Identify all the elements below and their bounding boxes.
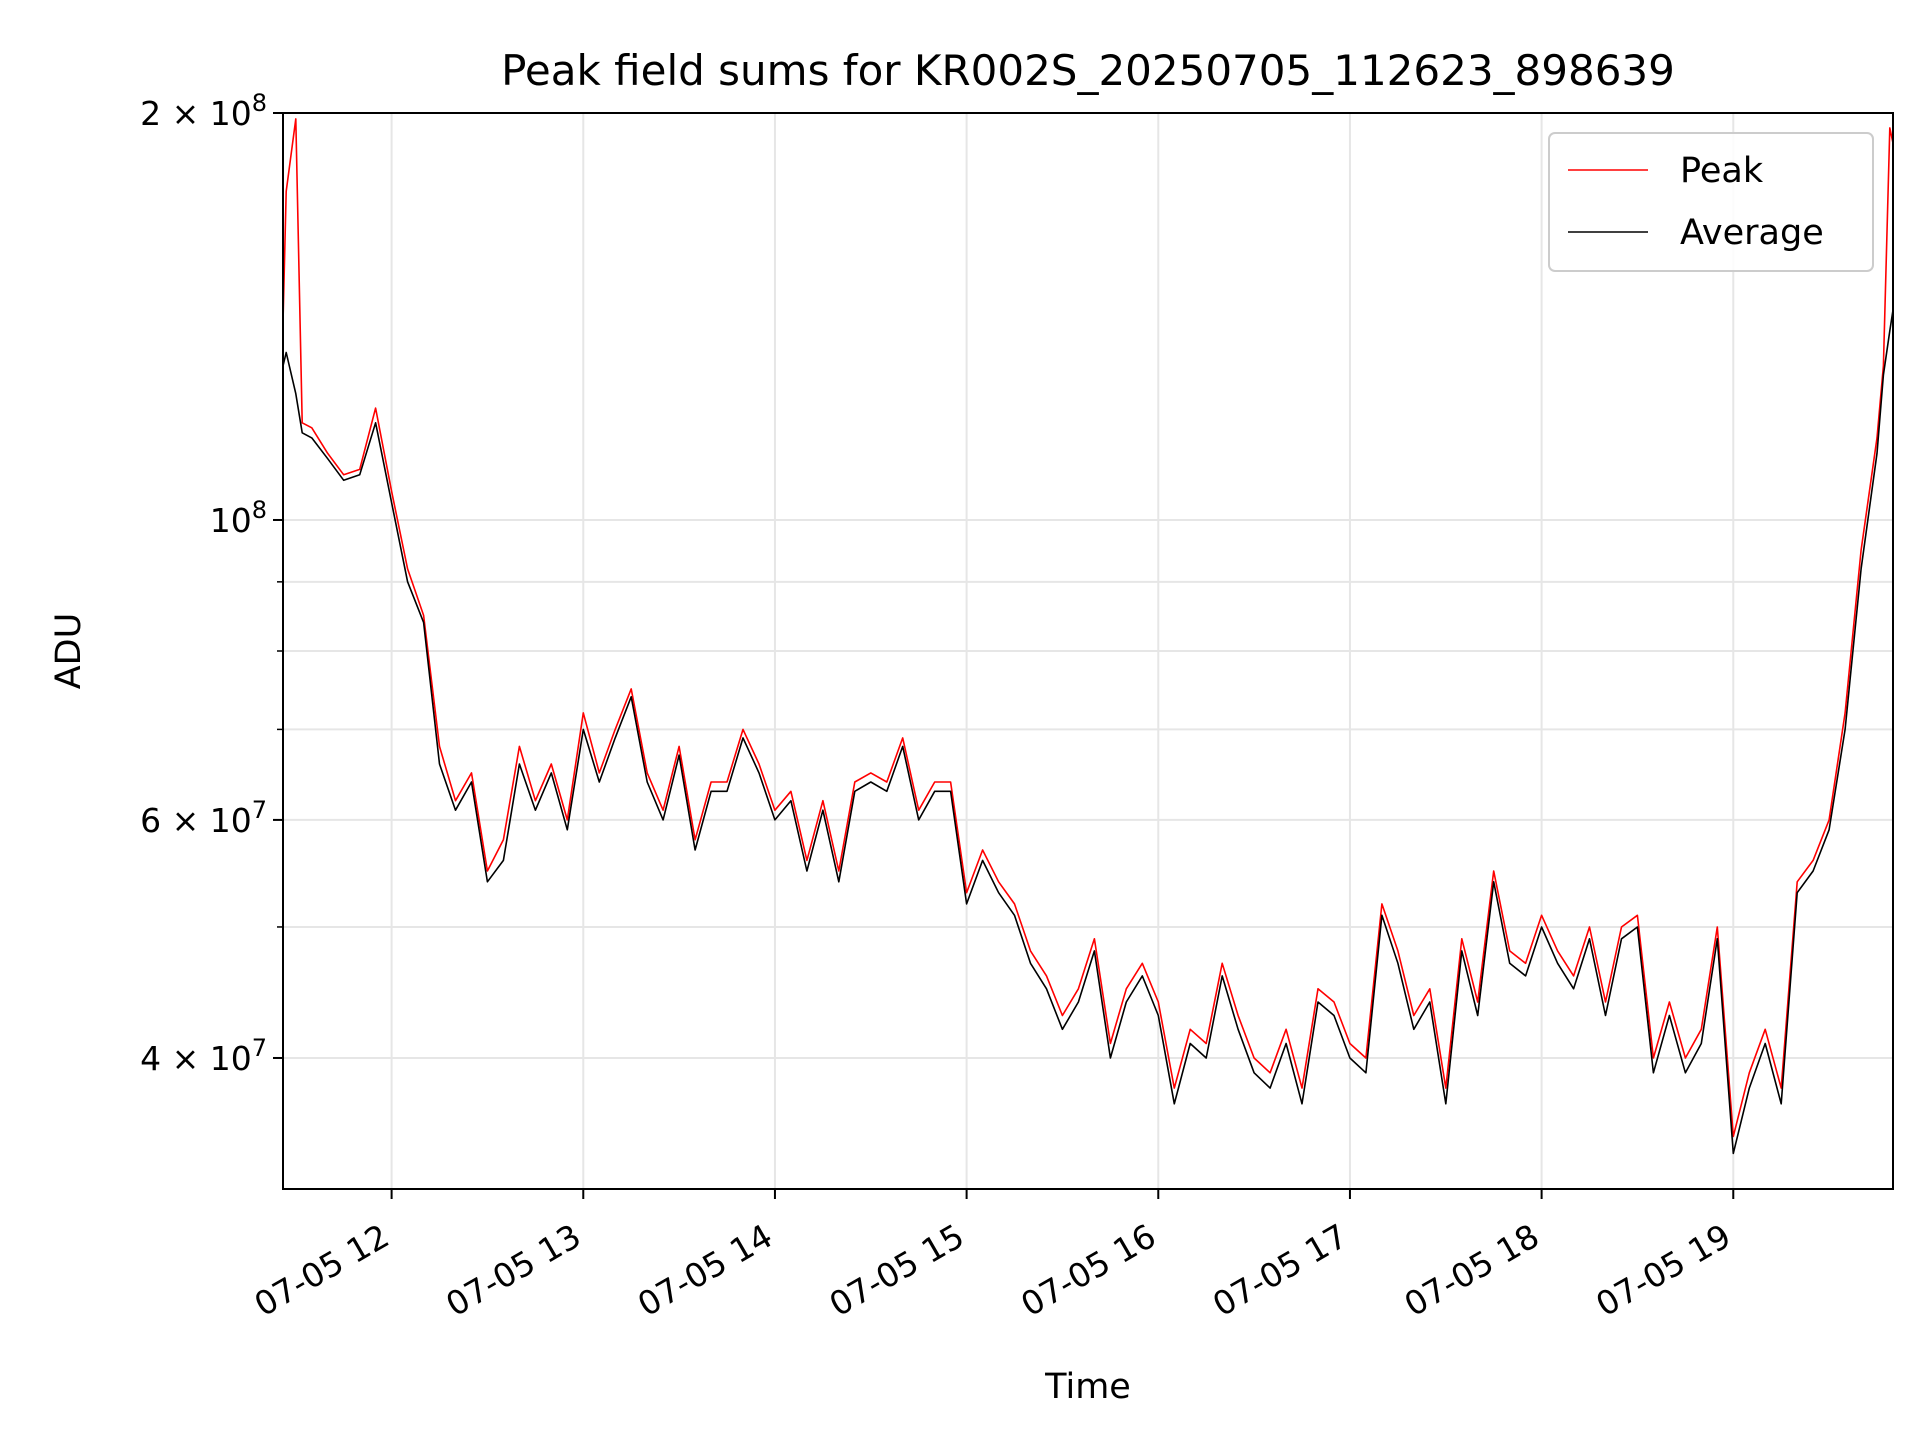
y-tick-label: 2 × 108 [140,89,267,133]
legend-peak-label: Peak [1680,151,1764,191]
y-tick-label: 108 [210,496,267,540]
chart-title: Peak field sums for KR002S_20250705_1126… [501,46,1675,95]
legend: Peak Average [1548,132,1874,272]
series-line-peak [282,118,1894,1138]
legend-average-label: Average [1680,213,1824,253]
y-tick-label: 4 × 107 [140,1034,267,1078]
y-axis-label: ADU [49,613,89,690]
series-lines [282,118,1894,1155]
series-line-average [282,309,1894,1155]
y-tick-label: 6 × 107 [140,796,267,840]
legend-box [1548,132,1874,272]
x-axis-label: Time [1044,1367,1131,1407]
